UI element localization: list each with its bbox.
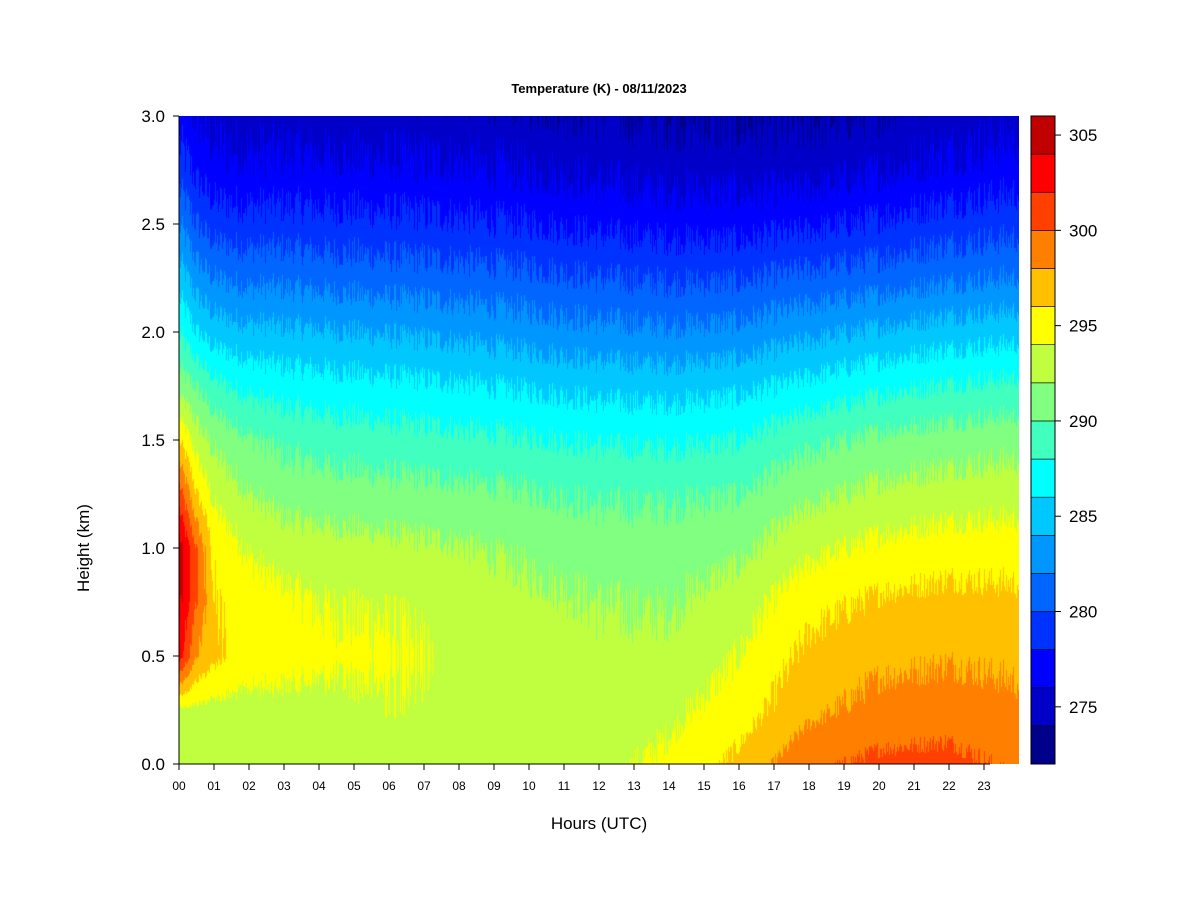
- colorbar-swatch: [1030, 573, 1056, 612]
- y-axis: 0.0 0.5 1.0 1.5 2.0 2.5 3.0: [141, 107, 180, 774]
- x-tick-label: 22: [942, 779, 956, 793]
- heatmap-image: [179, 116, 1019, 764]
- x-tick-label: 07: [417, 779, 431, 793]
- x-tick-label: 06: [382, 779, 396, 793]
- x-tick-label: 14: [662, 779, 676, 793]
- colorbar-swatch: [1030, 382, 1056, 422]
- colorbar-swatch: [1030, 115, 1056, 155]
- colorbar-tick-label: 300: [1069, 221, 1097, 240]
- colorbar-swatch: [1030, 268, 1056, 307]
- x-tick-label: 08: [452, 779, 466, 793]
- x-tick-label: 00: [172, 779, 186, 793]
- x-tick-label: 10: [522, 779, 536, 793]
- colorbar-swatch: [1030, 534, 1056, 574]
- y-tick-label: 0.5: [141, 647, 165, 666]
- x-tick-label: 01: [207, 779, 221, 793]
- colorbar-swatch: [1030, 496, 1056, 536]
- y-tick-label: 0.0: [141, 755, 165, 774]
- colorbar: 275 280 285 290 295 300 305: [1030, 115, 1097, 765]
- colorbar-swatch: [1030, 458, 1056, 498]
- plot-area: [179, 116, 1019, 764]
- colorbar-swatch: [1030, 420, 1056, 460]
- colorbar-swatch: [1030, 191, 1056, 231]
- x-axis: 00 01 02 03 04 05 06 07 08 09 10 11 12 13 14 15 16 17 18 19…: [172, 763, 991, 793]
- y-tick-label: 1.5: [141, 431, 165, 450]
- colorbar-tick-label: 285: [1069, 507, 1097, 526]
- chart-title: Temperature (K) - 08/11/2023: [511, 81, 686, 96]
- x-tick-label: 19: [837, 779, 851, 793]
- x-tick-label: 02: [242, 779, 256, 793]
- x-tick-label: 15: [697, 779, 711, 793]
- colorbar-swatch: [1030, 344, 1056, 384]
- x-tick-label: 18: [802, 779, 816, 793]
- colorbar-swatch: [1030, 153, 1056, 193]
- colorbar-swatch: [1030, 649, 1056, 689]
- colorbar-tick-label: 280: [1069, 603, 1097, 622]
- colorbar-swatch: [1030, 230, 1056, 269]
- x-tick-label: 20: [872, 779, 886, 793]
- y-tick-label: 2.5: [141, 215, 165, 234]
- colorbar-swatch: [1030, 306, 1056, 346]
- y-tick-label: 1.0: [141, 539, 165, 558]
- colorbar-frame: [1030, 115, 1056, 765]
- x-axis-label: Hours (UTC): [551, 814, 647, 833]
- y-tick-label: 2.0: [141, 323, 165, 342]
- colorbar-tick-label: 305: [1069, 126, 1097, 145]
- y-tick-label: 3.0: [141, 107, 165, 126]
- x-tick-label: 09: [487, 779, 501, 793]
- colorbar-tick-label: 295: [1069, 317, 1097, 336]
- colorbar-swatch: [1030, 611, 1056, 650]
- colorbar-tick-label: 290: [1069, 412, 1097, 431]
- x-tick-label: 13: [627, 779, 641, 793]
- colorbar-swatch: [1030, 725, 1056, 765]
- x-tick-label: 04: [312, 779, 326, 793]
- y-axis-label: Height (km): [74, 504, 93, 592]
- x-tick-label: 03: [277, 779, 291, 793]
- x-tick-label: 16: [732, 779, 746, 793]
- x-tick-label: 23: [977, 779, 991, 793]
- colorbar-tick-label: 275: [1069, 698, 1097, 717]
- colorbar-swatch: [1030, 687, 1056, 727]
- x-tick-label: 17: [767, 779, 781, 793]
- x-tick-label: 05: [347, 779, 361, 793]
- x-tick-label: 12: [592, 779, 606, 793]
- x-tick-label: 11: [558, 779, 571, 793]
- x-tick-label: 21: [907, 779, 921, 793]
